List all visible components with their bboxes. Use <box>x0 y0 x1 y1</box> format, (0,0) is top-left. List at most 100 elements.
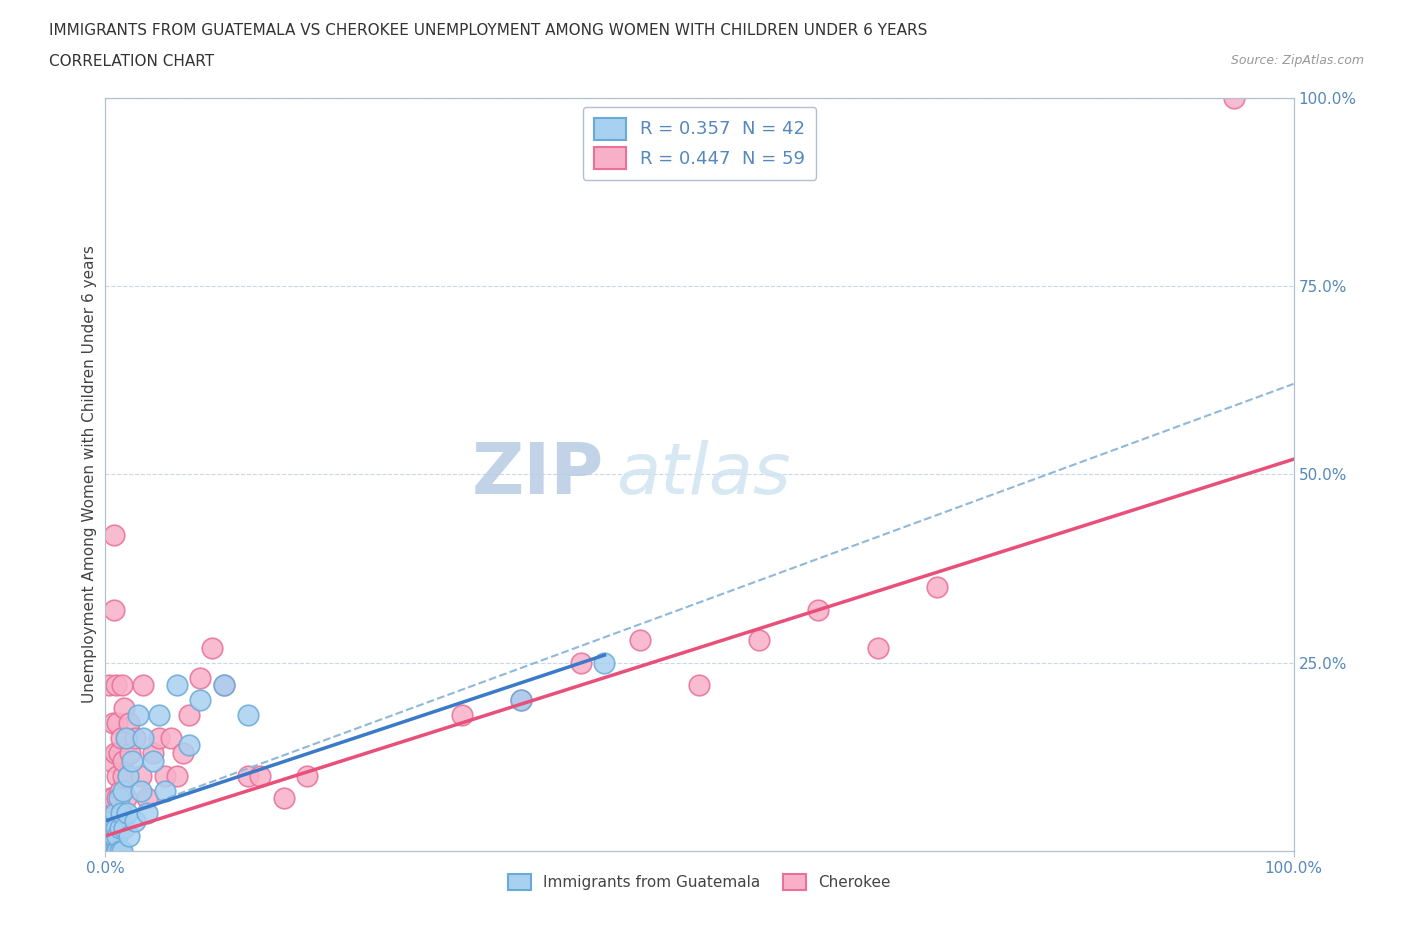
Point <box>105 715 128 730</box>
Point <box>101 844 124 858</box>
Point <box>166 768 188 783</box>
Point <box>96 829 118 844</box>
Point <box>166 678 188 693</box>
Point <box>105 821 128 836</box>
Point <box>214 678 236 693</box>
Text: atlas: atlas <box>616 440 792 509</box>
Point <box>177 708 200 723</box>
Point <box>866 640 889 655</box>
Y-axis label: Unemployment Among Women with Children Under 6 years: Unemployment Among Women with Children U… <box>82 246 97 703</box>
Point <box>98 790 121 805</box>
Point <box>111 844 134 858</box>
Point <box>111 678 134 693</box>
Point <box>129 783 152 798</box>
Point <box>96 840 118 855</box>
Point <box>115 731 138 746</box>
Point <box>148 708 170 723</box>
Point <box>807 603 830 618</box>
Point <box>103 844 125 858</box>
Point <box>201 640 224 655</box>
Point <box>127 708 149 723</box>
Point <box>112 783 135 798</box>
Point <box>114 731 136 746</box>
Point <box>108 844 131 858</box>
Point <box>108 783 131 798</box>
Point <box>1223 90 1246 105</box>
Point <box>110 731 132 746</box>
Point <box>172 746 194 761</box>
Point <box>142 746 165 761</box>
Point <box>132 731 155 746</box>
Point <box>101 814 124 829</box>
Point <box>748 632 770 647</box>
Point <box>114 700 136 715</box>
Point <box>98 829 121 844</box>
Point <box>121 753 143 768</box>
Point <box>153 783 176 798</box>
Point <box>132 678 155 693</box>
Point <box>148 731 170 746</box>
Point <box>105 829 128 844</box>
Point <box>97 844 120 858</box>
Point <box>118 715 141 730</box>
Point <box>103 829 125 844</box>
Point <box>101 790 124 805</box>
Point <box>98 821 121 836</box>
Point <box>190 693 212 708</box>
Point <box>510 693 533 708</box>
Point <box>105 844 128 858</box>
Point <box>142 753 165 768</box>
Point <box>110 805 132 821</box>
Point <box>101 715 124 730</box>
Point <box>105 844 128 858</box>
Point <box>115 805 138 821</box>
Point <box>107 746 129 761</box>
Point <box>450 708 472 723</box>
Point <box>297 768 319 783</box>
Point <box>112 753 135 768</box>
Point <box>103 527 125 542</box>
Point <box>117 768 139 783</box>
Point <box>114 821 136 836</box>
Point <box>214 678 236 693</box>
Point <box>94 844 117 858</box>
Point <box>124 814 146 829</box>
Point <box>510 693 533 708</box>
Text: ZIP: ZIP <box>472 440 605 509</box>
Point <box>100 753 122 768</box>
Point <box>628 632 651 647</box>
Point <box>159 731 181 746</box>
Point <box>104 805 127 821</box>
Legend: Immigrants from Guatemala, Cherokee: Immigrants from Guatemala, Cherokee <box>502 868 897 896</box>
Point <box>108 821 131 836</box>
Point <box>103 603 125 618</box>
Point <box>593 656 616 671</box>
Point <box>236 768 259 783</box>
Point <box>925 580 948 595</box>
Point <box>97 805 120 821</box>
Point <box>105 768 128 783</box>
Point <box>120 746 142 761</box>
Point <box>117 768 139 783</box>
Point <box>98 821 121 836</box>
Point <box>153 768 176 783</box>
Point <box>105 678 128 693</box>
Point <box>114 790 136 805</box>
Point <box>124 731 146 746</box>
Point <box>177 738 200 753</box>
Point <box>98 844 121 858</box>
Point <box>105 790 128 805</box>
Point <box>100 836 122 851</box>
Point <box>112 768 135 783</box>
Point <box>136 790 159 805</box>
Point <box>118 829 141 844</box>
Point <box>569 656 592 671</box>
Point <box>136 805 159 821</box>
Point <box>104 746 127 761</box>
Point <box>689 678 711 693</box>
Point <box>129 768 152 783</box>
Point <box>104 814 127 829</box>
Point <box>190 671 212 685</box>
Point <box>273 790 295 805</box>
Point <box>249 768 271 783</box>
